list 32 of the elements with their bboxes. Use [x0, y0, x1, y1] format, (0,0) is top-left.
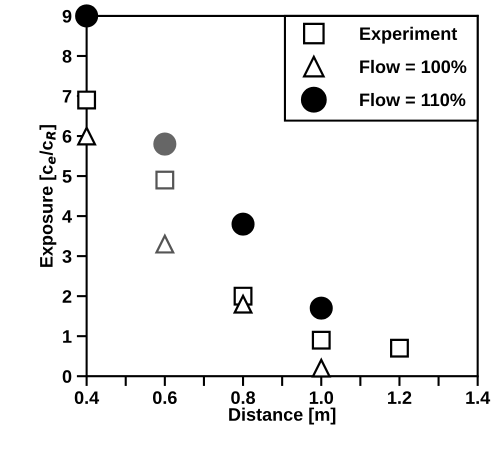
x-tick-label: 1.0	[310, 391, 334, 404]
y-tick-label: 7	[62, 90, 72, 103]
y-axis-title: Exposure [c$_{e}$/c$_{R}$]	[39, 125, 56, 267]
x-axis-title: Distance [m]	[229, 408, 336, 424]
legend-label: Experiment	[360, 26, 458, 44]
x-tick-label: 1.2	[388, 391, 412, 404]
y-tick-label: 8	[62, 50, 72, 63]
point	[77, 126, 96, 146]
x-tick-label: 0.6	[153, 391, 177, 404]
point	[232, 212, 255, 236]
point	[153, 132, 176, 156]
point	[390, 338, 409, 358]
y-tick-label: 4	[62, 210, 72, 223]
point	[155, 170, 174, 190]
point	[234, 294, 252, 314]
y-tick-label: 9	[62, 10, 72, 23]
y-tick-label: 1	[63, 330, 72, 343]
point	[77, 90, 96, 110]
y-tick-label: 5	[62, 170, 72, 183]
legend-label: Flow = 100%	[360, 60, 466, 74]
y-tick-label: 6	[62, 130, 72, 143]
point	[312, 330, 331, 350]
point	[155, 234, 174, 254]
x-tick-label: 0.8	[231, 391, 256, 404]
y-tick-label: 0	[62, 370, 72, 383]
x-tick-label: 0.4	[74, 391, 100, 404]
y-tick-label: 3	[62, 250, 72, 263]
x-tick-label: 1.4	[466, 391, 490, 404]
point	[75, 4, 98, 28]
legend-label: Flow = 110%	[360, 92, 466, 106]
point	[310, 296, 333, 320]
y-tick-label: 2	[62, 290, 72, 303]
